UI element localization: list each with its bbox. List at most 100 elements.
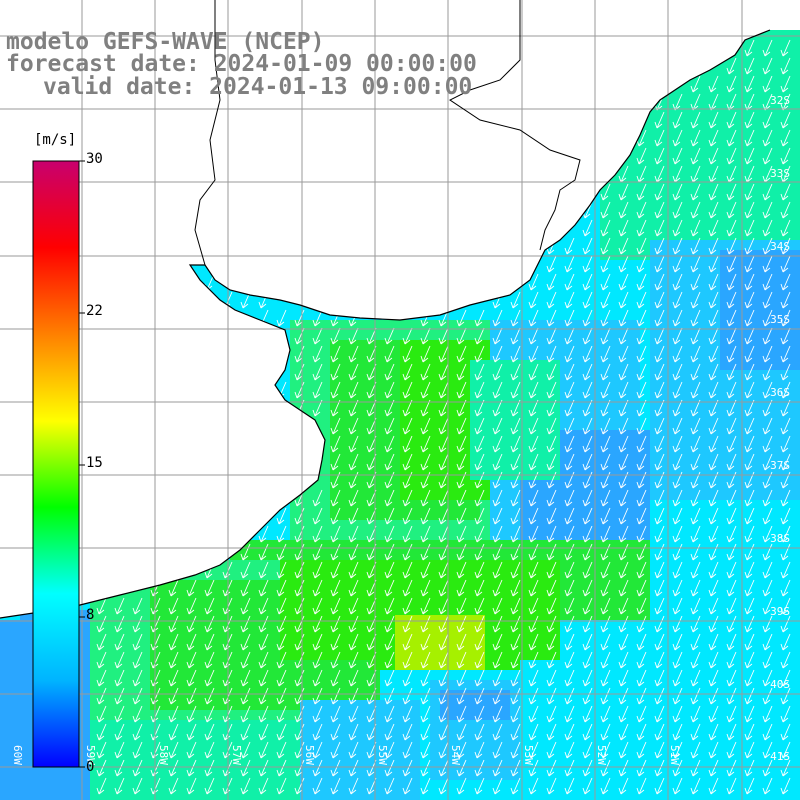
- wind-arrow: [582, 219, 593, 237]
- wind-arrow: [636, 633, 647, 651]
- wind-arrow: [546, 399, 557, 417]
- wind-arrow: [402, 561, 413, 579]
- lat-label: 36S: [770, 386, 790, 399]
- wind-arrow: [672, 201, 683, 219]
- wind-arrow: [744, 741, 755, 759]
- lat-label: 39S: [770, 605, 790, 618]
- wind-arrow: [654, 687, 665, 705]
- wind-arrow: [456, 399, 467, 417]
- wind-arrow: [492, 741, 503, 759]
- wind-arrow: [492, 309, 503, 327]
- wind-arrow: [690, 147, 701, 165]
- wind-arrow: [582, 615, 593, 633]
- wind-arrow: [726, 165, 737, 183]
- wind-arrow: [258, 597, 269, 615]
- wind-arrow: [618, 417, 629, 435]
- wind-arrow: [690, 327, 701, 345]
- wind-arrow: [762, 597, 773, 615]
- wind-arrow: [294, 759, 305, 777]
- wind-arrow: [96, 597, 107, 615]
- wind-arrow: [294, 651, 305, 669]
- wind-arrow: [492, 561, 503, 579]
- wind-arrow: [690, 453, 701, 471]
- wind-arrow: [276, 669, 287, 687]
- wind-arrow: [438, 669, 449, 687]
- wind-arrow: [528, 507, 539, 525]
- wind-arrow: [186, 597, 197, 615]
- wind-arrow: [654, 435, 665, 453]
- wind-arrow: [420, 633, 431, 651]
- wind-arrow: [780, 255, 791, 273]
- wind-arrow: [546, 489, 557, 507]
- wind-arrow: [510, 669, 521, 687]
- wind-arrow: [96, 741, 107, 759]
- wind-arrow: [582, 651, 593, 669]
- wind-arrow: [474, 435, 485, 453]
- wind-arrow: [636, 255, 647, 273]
- wind-arrow: [474, 417, 485, 435]
- wind-arrow: [438, 381, 449, 399]
- wind-arrow: [600, 759, 611, 777]
- wind-arrow: [240, 705, 251, 723]
- wind-arrow: [762, 39, 773, 57]
- wind-arrow: [492, 417, 503, 435]
- wind-arrow: [510, 651, 521, 669]
- wind-arrow: [654, 561, 665, 579]
- wind-arrow: [690, 597, 701, 615]
- lon-label: 54W: [449, 745, 462, 765]
- wind-arrow: [348, 381, 359, 399]
- wind-arrow: [492, 759, 503, 777]
- wind-arrow: [708, 219, 719, 237]
- wind-arrow: [258, 651, 269, 669]
- wind-arrow: [582, 273, 593, 291]
- wind-arrow: [528, 435, 539, 453]
- wind-arrow: [492, 579, 503, 597]
- wind-arrow: [528, 615, 539, 633]
- wind-arrow: [276, 759, 287, 777]
- wind-arrow: [636, 291, 647, 309]
- wind-arrow: [384, 687, 395, 705]
- wind-arrow: [726, 525, 737, 543]
- wind-arrow: [330, 381, 341, 399]
- wind-arrow: [474, 723, 485, 741]
- wind-arrow: [780, 381, 791, 399]
- wind-arrow: [672, 669, 683, 687]
- wind-arrow: [636, 723, 647, 741]
- wind-arrow: [618, 435, 629, 453]
- wind-arrow: [510, 507, 521, 525]
- wind-arrow: [438, 705, 449, 723]
- wind-arrow: [600, 615, 611, 633]
- wind-arrow: [762, 615, 773, 633]
- wind-arrow: [726, 183, 737, 201]
- wind-arrow: [456, 381, 467, 399]
- wind-arrow: [438, 777, 449, 795]
- wind-arrow: [258, 669, 269, 687]
- wind-arrow: [546, 687, 557, 705]
- wind-arrow: [474, 507, 485, 525]
- wind-arrow: [438, 435, 449, 453]
- wind-arrow: [384, 741, 395, 759]
- wind-arrow: [762, 345, 773, 363]
- wind-arrow: [618, 651, 629, 669]
- wind-arrow: [420, 759, 431, 777]
- wind-arrow: [636, 507, 647, 525]
- wind-arrow: [528, 525, 539, 543]
- wind-arrow: [564, 705, 575, 723]
- wind-arrow: [528, 327, 539, 345]
- wind-arrow: [420, 453, 431, 471]
- wind-arrow: [654, 273, 665, 291]
- wind-arrow: [762, 453, 773, 471]
- wind-arrow: [384, 507, 395, 525]
- wind-arrow: [744, 777, 755, 795]
- wind-arrow: [636, 309, 647, 327]
- wind-arrow: [654, 111, 665, 129]
- wind-arrow: [258, 543, 269, 561]
- wind-arrow: [582, 705, 593, 723]
- wind-arrow: [690, 687, 701, 705]
- wind-arrow: [438, 579, 449, 597]
- wind-arrow: [456, 759, 467, 777]
- wind-arrow: [708, 543, 719, 561]
- wind-arrow: [780, 201, 791, 219]
- wind-arrow: [582, 327, 593, 345]
- wind-arrow: [780, 741, 791, 759]
